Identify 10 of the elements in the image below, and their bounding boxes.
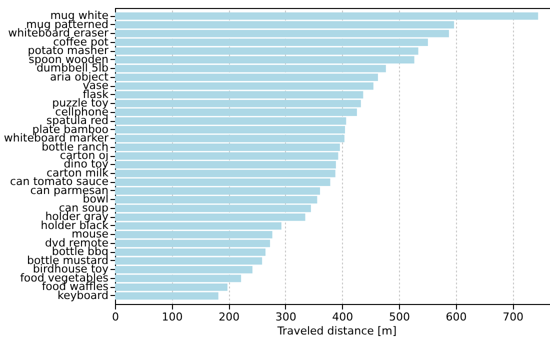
x-tick-label: 500	[388, 310, 410, 324]
x-tick-label: 300	[275, 310, 296, 324]
x-tick-label: 600	[446, 310, 467, 324]
x-tick-label: 200	[218, 310, 240, 324]
x-tick-label: 0	[112, 310, 119, 324]
y-tick-label: bowl	[82, 192, 108, 206]
x-axis-title: Traveled distance [m]	[276, 324, 397, 338]
x-tick-label: 400	[332, 310, 354, 324]
x-tick-label: 100	[162, 310, 183, 324]
x-tick-label: 700	[502, 310, 524, 324]
